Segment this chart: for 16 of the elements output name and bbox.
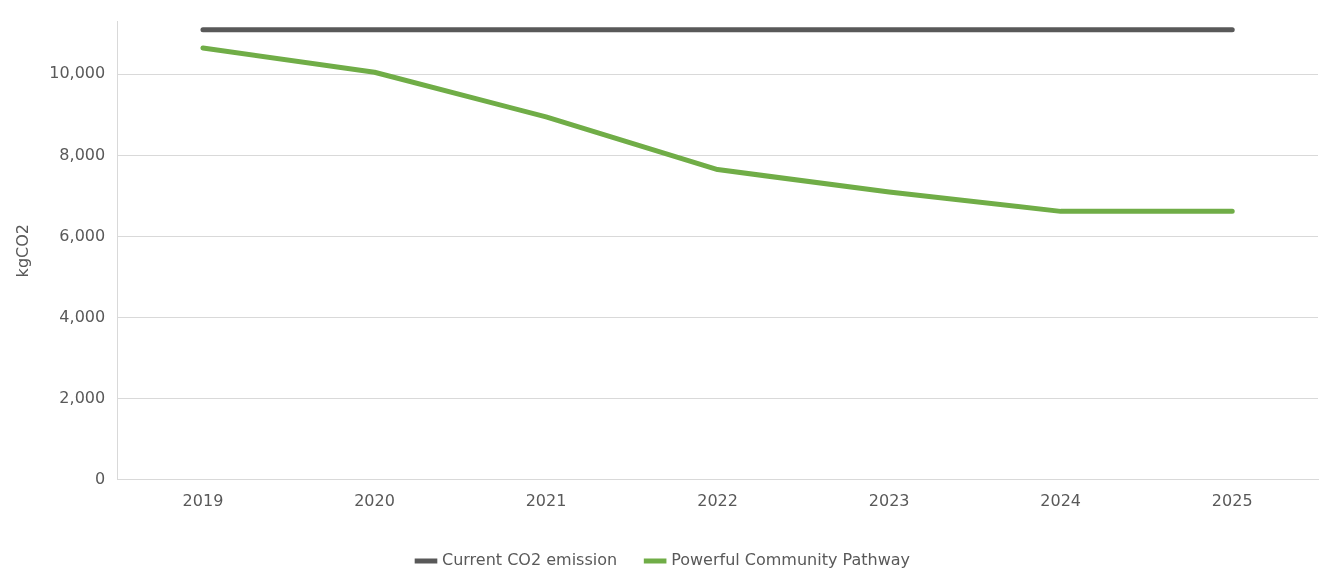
x-tick-label: 2021 xyxy=(525,490,567,510)
x-tick-label: 2024 xyxy=(1040,490,1082,510)
y-tick-label: 2,000 xyxy=(59,387,106,407)
x-tick-label: 2019 xyxy=(182,490,224,510)
x-tick-label: 2022 xyxy=(697,490,738,510)
y-tick-label: 10,000 xyxy=(49,63,106,83)
x-tick-label: 2020 xyxy=(354,490,395,510)
y-tick-label: 6,000 xyxy=(59,225,106,245)
y-tick-label: 4,000 xyxy=(59,306,106,326)
y-tick-label: 0 xyxy=(95,468,106,488)
x-tick-label: 2025 xyxy=(1211,490,1253,510)
y-tick-label: 8,000 xyxy=(59,144,106,164)
legend-label: Current CO2 emission xyxy=(442,550,618,570)
legend-label: Powerful Community Pathway xyxy=(671,550,910,570)
y-axis-title: kgCO2 xyxy=(12,224,32,278)
x-tick-label: 2023 xyxy=(868,490,910,510)
